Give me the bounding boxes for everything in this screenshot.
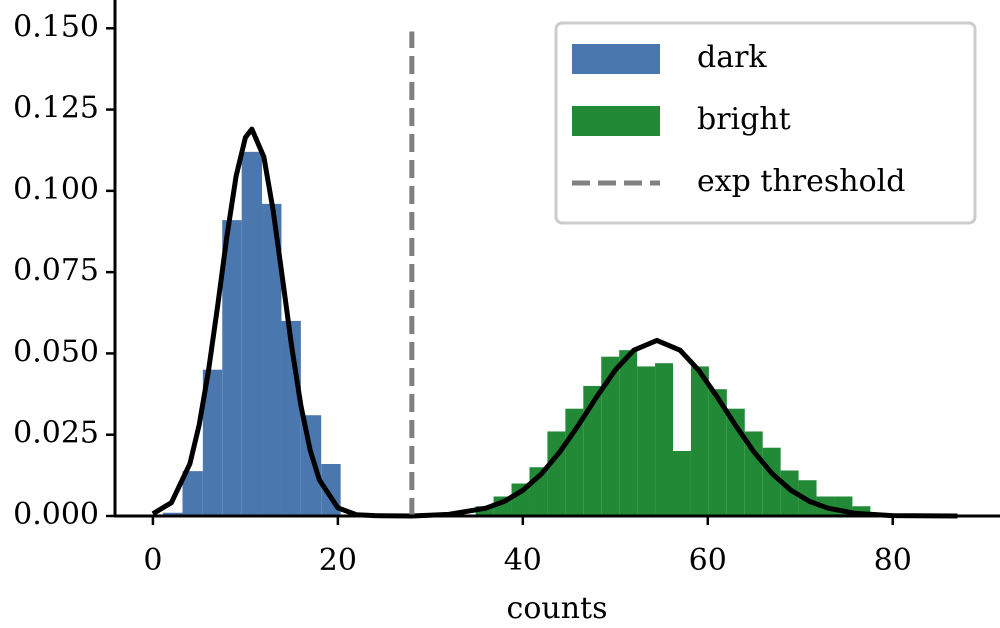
legend-box <box>554 21 977 225</box>
histogram-bar <box>852 506 871 516</box>
x-tick-label: 80 <box>874 543 912 578</box>
histogram-bar <box>182 471 203 516</box>
histogram-bar <box>744 431 763 516</box>
legend-swatch <box>572 106 660 136</box>
y-tick-label: 0.150 <box>13 9 99 44</box>
x-tick-label: 20 <box>319 543 357 578</box>
x-axis-label: counts <box>507 591 608 626</box>
y-tick-label: 0.000 <box>13 497 99 532</box>
histogram-bar <box>241 151 263 516</box>
histogram-bar <box>637 366 656 516</box>
legend-label: dark <box>697 40 767 75</box>
histogram-bar <box>690 366 709 516</box>
histogram-bar <box>475 506 494 516</box>
histogram-bar <box>222 220 242 517</box>
y-tick-label: 0.100 <box>13 172 99 207</box>
histogram-bar <box>583 385 602 516</box>
y-tick-label: 0.125 <box>13 91 99 126</box>
histogram-bar <box>202 369 223 516</box>
histogram-bar <box>262 203 282 516</box>
histogram-bar <box>601 356 620 516</box>
histogram-bar <box>655 363 674 516</box>
y-tick-label: 0.050 <box>13 334 99 369</box>
fit-line <box>151 126 958 519</box>
y-tick-label: 0.025 <box>13 416 99 451</box>
legend-label: exp threshold <box>697 164 905 199</box>
legend-label: bright <box>697 102 791 137</box>
legend-swatch <box>572 44 660 74</box>
x-tick-label: 60 <box>689 543 727 578</box>
x-tick-label: 0 <box>143 543 162 578</box>
histogram-bar <box>619 350 638 516</box>
histogram-bar <box>673 450 691 516</box>
x-tick-label: 40 <box>504 543 542 578</box>
y-tick-label: 0.075 <box>13 253 99 288</box>
histogram-bar <box>708 389 727 516</box>
histogram-bar <box>163 512 183 516</box>
